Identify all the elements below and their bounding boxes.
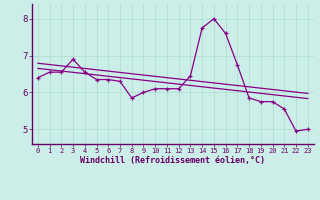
X-axis label: Windchill (Refroidissement éolien,°C): Windchill (Refroidissement éolien,°C) <box>80 156 265 165</box>
